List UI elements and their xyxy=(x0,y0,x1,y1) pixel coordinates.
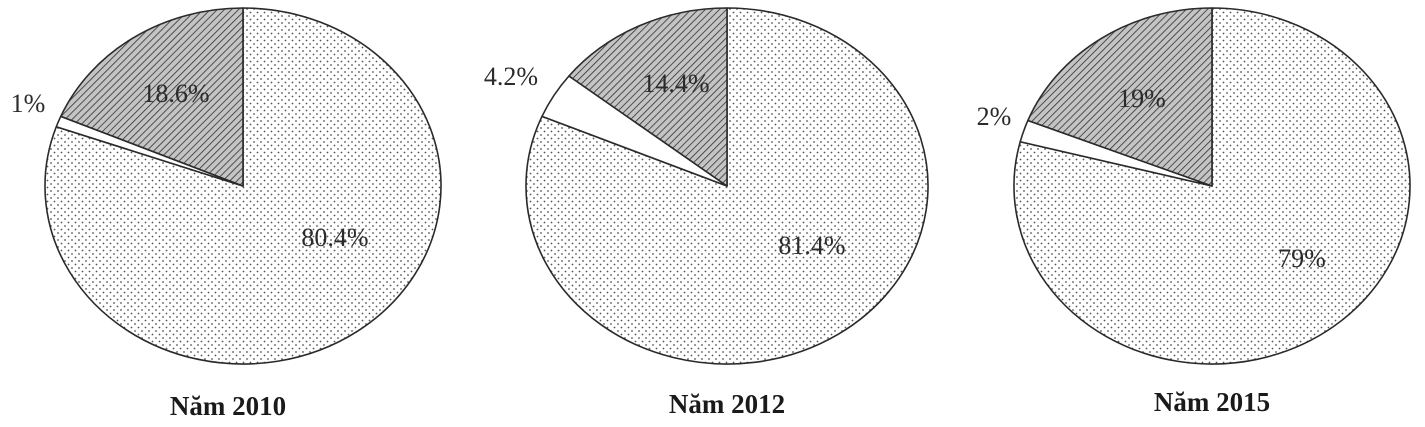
pie-chart-3: 79% 2% 19% Năm 2015 xyxy=(977,7,1411,417)
slice-label: 1% xyxy=(11,89,46,118)
chart-title: Năm 2012 xyxy=(669,389,785,419)
slice-label: 2% xyxy=(977,102,1012,131)
slice-label: 79% xyxy=(1278,244,1326,273)
pie-slice-hatch xyxy=(59,7,244,187)
chart-title: Năm 2010 xyxy=(170,391,286,421)
slice-label: 81.4% xyxy=(778,231,845,260)
slice-label: 18.6% xyxy=(142,79,209,108)
slice-label: 19% xyxy=(1118,84,1166,113)
pie-slice-dots xyxy=(525,7,929,365)
chart-title: Năm 2015 xyxy=(1154,387,1270,417)
slice-label: 4.2% xyxy=(484,62,538,91)
slice-label: 14.4% xyxy=(642,69,709,98)
slice-label: 80.4% xyxy=(301,223,368,252)
pie-chart-2: 81.4% 4.2% 14.4% Năm 2012 xyxy=(484,7,929,419)
pie-slice-hatch xyxy=(568,7,728,187)
pie-slice-hatch xyxy=(1027,7,1213,187)
pie-chart-1: 80.4% 1% 18.6% Năm 2010 xyxy=(11,7,442,421)
